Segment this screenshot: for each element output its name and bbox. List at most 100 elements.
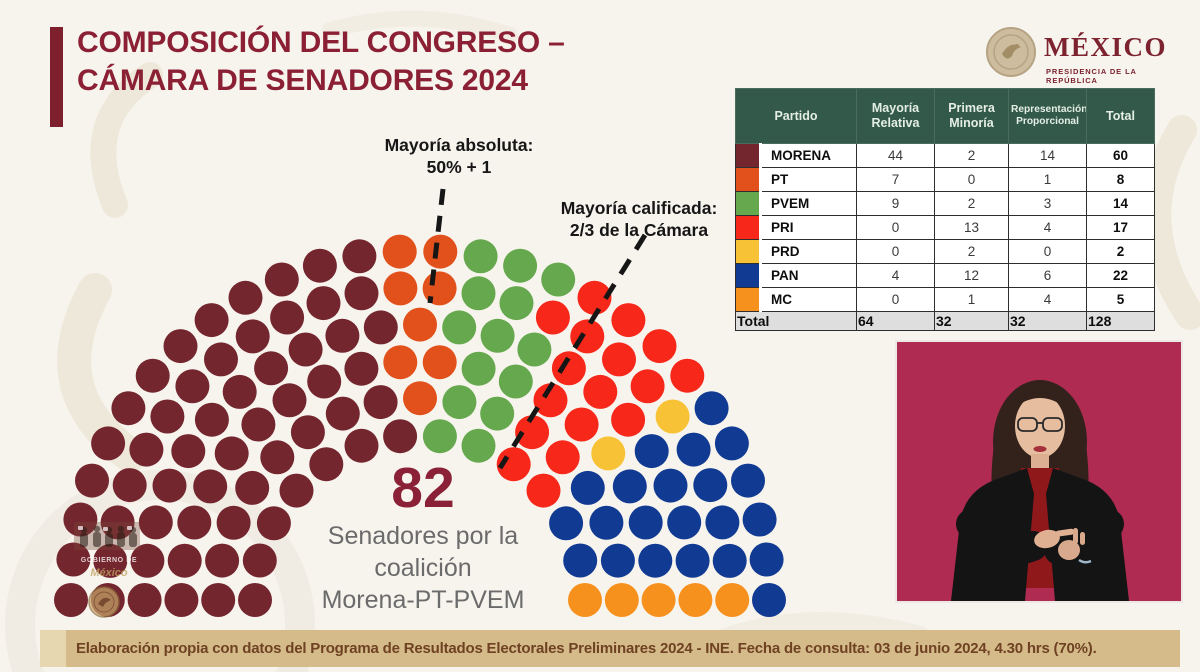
table-row: MORENA 44 2 14 60 (735, 143, 1155, 168)
primera-minoria-value: 12 (934, 263, 1009, 288)
seat-dot-morena (288, 332, 323, 367)
seat-dot-pan (749, 542, 784, 577)
seat-dot-morena (111, 391, 146, 426)
seat-dot-pan (600, 543, 635, 578)
representacion-proporcional-value: 4 (1008, 215, 1087, 240)
seat-dot-morena (254, 351, 289, 386)
party-color-swatch (735, 215, 762, 240)
seat-dot-pvem (461, 276, 496, 311)
seat-dot-morena (272, 383, 307, 418)
seat-dot-morena (167, 543, 202, 578)
seat-dot-morena (63, 502, 98, 537)
party-color-swatch (735, 167, 762, 192)
seat-dot-pri (670, 358, 705, 393)
total-label: Total (735, 311, 857, 331)
table-row: PRD 0 2 0 2 (735, 239, 1155, 264)
absolute-majority-annotation: Mayoría absoluta: 50% + 1 (349, 134, 569, 178)
seat-dot-morena (91, 426, 126, 461)
coalition-seat-count: 82 (391, 456, 455, 520)
coalition-callout: 82 Senadores por la coalición Morena-PT-… (295, 458, 551, 616)
title-line-1: COMPOSICIÓN DEL CONGRESO – (77, 26, 565, 59)
seat-dot-pvem (422, 419, 457, 454)
seat-dot-pt (422, 345, 457, 380)
seat-dot-morena (152, 468, 187, 503)
mexico-wordmark: MÉXICO (1044, 32, 1167, 62)
seat-dot-pri (533, 383, 568, 418)
seat-dot-morena (56, 542, 91, 577)
watermark-text-gobierno: GOBIERNO DE (81, 557, 137, 564)
representacion-proporcional-value: 3 (1008, 191, 1087, 216)
mayoria-relativa-value: 0 (856, 239, 935, 264)
seat-dot-pri (535, 300, 570, 335)
mayoria-relativa-value: 0 (856, 287, 935, 312)
page-title: COMPOSICIÓN DEL CONGRESO – CÁMARA DE SEN… (77, 24, 717, 100)
seat-dot-pvem (503, 248, 538, 283)
primera-minoria-value: 13 (934, 215, 1009, 240)
mayoria-relativa-value: 44 (856, 143, 935, 168)
total-rp: 32 (1008, 311, 1087, 331)
seat-dot-morena (235, 470, 270, 505)
seat-dot-pan (612, 469, 647, 504)
party-color-swatch (735, 191, 762, 216)
seat-dot-pri (611, 402, 646, 437)
seat-dot-pan (752, 583, 786, 617)
seat-dot-morena (93, 543, 128, 578)
title-accent-bar (50, 27, 63, 127)
seat-dot-morena (171, 434, 206, 469)
mexico-logo: MÉXICO PRESIDENCIA DE LA REPÚBLICA (984, 22, 1184, 85)
qualified-majority-value: 2/3 de la Cámara (569, 220, 709, 240)
table-total-row: Total 64 32 32 128 (735, 311, 1155, 331)
seat-dot-pan (634, 434, 669, 469)
seat-dot-pan (628, 505, 663, 540)
seat-dot-morena (290, 415, 325, 450)
seat-dot-morena (204, 342, 238, 377)
seat-dot-mc (604, 583, 639, 617)
party-name: PVEM (760, 191, 857, 216)
seat-dot-pt (383, 271, 418, 306)
seat-dot-pri (515, 415, 550, 450)
seat-dot-morena (228, 280, 263, 315)
watermark-text-mexico: México (90, 567, 128, 579)
seat-dot-pri (630, 369, 665, 404)
seat-dot-morena (194, 303, 229, 338)
seat-dot-morena (383, 419, 418, 454)
table-row: PAN 4 12 6 22 (735, 263, 1155, 288)
seat-dot-morena (242, 543, 277, 578)
seat-dot-pvem (442, 310, 477, 345)
seat-dot-pan (694, 391, 729, 426)
seat-dot-morena (193, 469, 228, 504)
seat-dot-morena (222, 374, 257, 409)
seat-dot-pvem (480, 318, 515, 353)
seat-dot-pt (422, 271, 457, 306)
table-row: MC 0 1 4 5 (735, 287, 1155, 312)
sign-language-interpreter-panel (895, 340, 1183, 603)
seat-dot-pan (589, 505, 624, 540)
seat-dot-pan (638, 543, 673, 578)
seat-dot-pri (570, 319, 605, 354)
seat-dot-morena (309, 447, 344, 482)
seat-dot-pan (714, 426, 749, 461)
party-name: PRI (760, 215, 857, 240)
seat-dot-prd (655, 399, 690, 434)
seat-dot-morena (307, 364, 342, 399)
party-color-swatch (735, 263, 762, 288)
mayoria-relativa-value: 7 (856, 167, 935, 192)
representacion-proporcional-value: 4 (1008, 287, 1087, 312)
seat-dot-morena (138, 505, 173, 540)
seat-dot-pvem (498, 364, 533, 399)
seat-dot-pri (583, 374, 618, 409)
seat-dot-morena (238, 583, 272, 617)
header-partido: Partido (735, 88, 857, 144)
seat-dot-morena (270, 300, 305, 335)
party-name: PAN (760, 263, 857, 288)
seat-dot-morena (344, 276, 379, 311)
mayoria-relativa-value: 0 (856, 215, 935, 240)
total-mr: 64 (856, 311, 935, 331)
seat-dot-pvem (442, 385, 477, 420)
seat-dot-morena (342, 239, 377, 274)
mayoria-relativa-value: 4 (856, 263, 935, 288)
seat-dot-morena (150, 399, 185, 434)
seat-dot-morena (235, 319, 270, 354)
seat-dot-morena (194, 402, 229, 437)
seat-dot-morena (127, 583, 162, 617)
